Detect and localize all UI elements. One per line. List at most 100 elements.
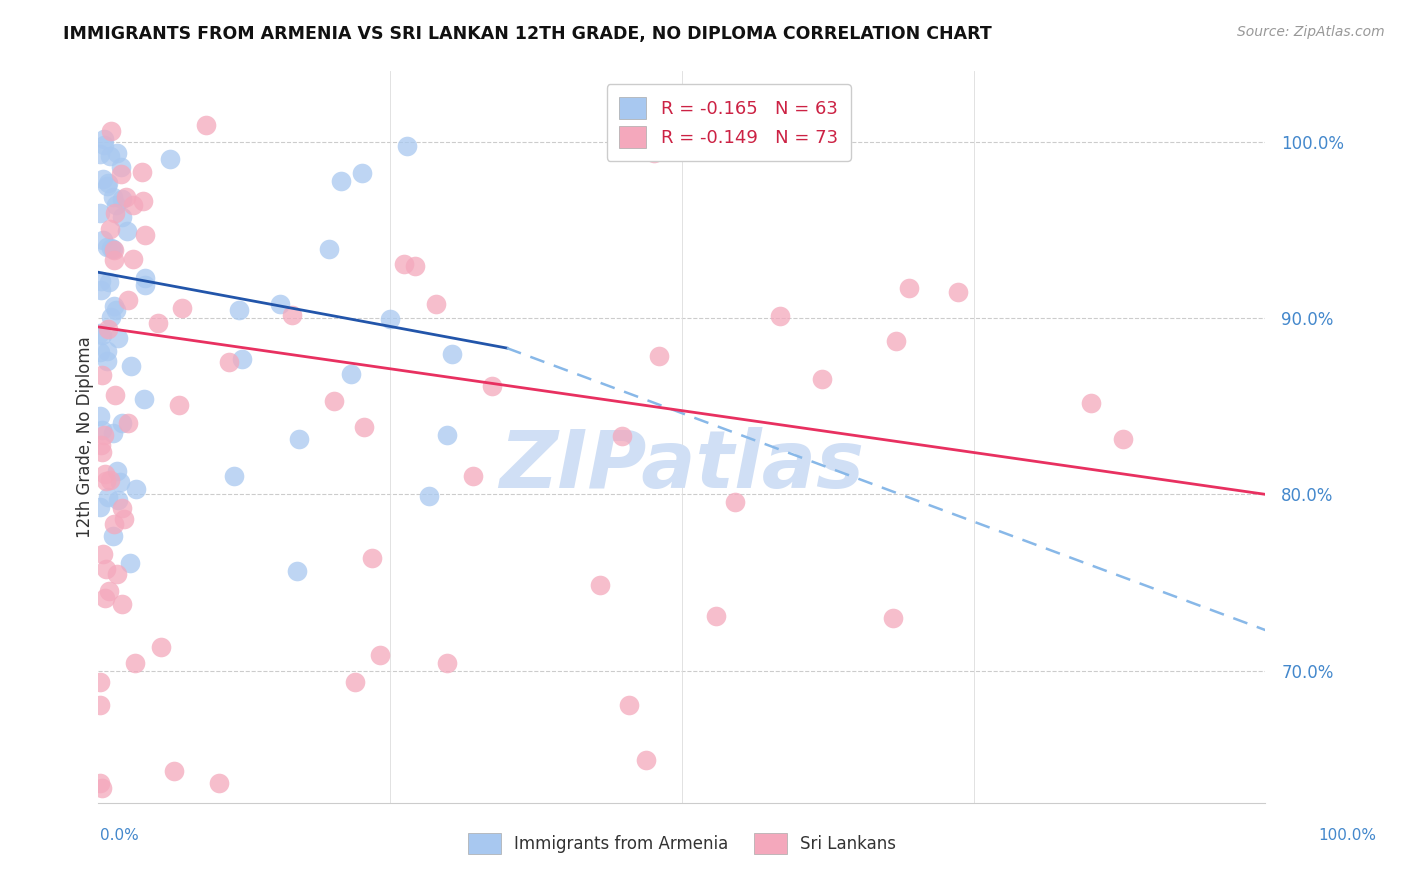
Point	[103, 243, 125, 257]
Point	[724, 495, 747, 509]
Point	[89, 206, 111, 220]
Point	[89, 345, 111, 359]
Point	[100, 241, 122, 255]
Point	[97, 490, 120, 504]
Point	[440, 347, 463, 361]
Point	[159, 152, 181, 166]
Point	[134, 228, 156, 243]
Point	[117, 293, 139, 307]
Point	[704, 609, 727, 624]
Point	[361, 551, 384, 566]
Point	[90, 780, 112, 795]
Point	[222, 469, 245, 483]
Point	[380, 312, 402, 326]
Point	[281, 308, 304, 322]
Point	[90, 284, 112, 298]
Point	[352, 166, 374, 180]
Point	[643, 146, 665, 161]
Point	[353, 419, 375, 434]
Point	[111, 501, 134, 516]
Point	[89, 698, 111, 712]
Point	[101, 242, 124, 256]
Point	[89, 674, 111, 689]
Point	[103, 252, 125, 267]
Point	[96, 354, 118, 368]
Point	[231, 351, 253, 366]
Point	[134, 271, 156, 285]
Point	[150, 640, 173, 655]
Point	[344, 675, 367, 690]
Point	[318, 242, 340, 256]
Point	[97, 275, 120, 289]
Point	[110, 160, 132, 174]
Point	[103, 517, 125, 532]
Point	[103, 190, 125, 204]
Point	[105, 567, 128, 582]
Point	[404, 259, 426, 273]
Point	[97, 176, 120, 190]
Point	[897, 281, 920, 295]
Point	[948, 285, 970, 299]
Point	[96, 474, 118, 488]
Point	[208, 775, 231, 789]
Point	[90, 368, 112, 382]
Point	[886, 334, 908, 348]
Point	[89, 146, 111, 161]
Point	[121, 197, 143, 211]
Point	[112, 512, 135, 526]
Point	[105, 197, 128, 211]
Point	[111, 192, 134, 206]
Point	[107, 493, 129, 508]
Point	[89, 326, 111, 341]
Point	[93, 137, 115, 152]
Point	[121, 252, 143, 266]
Point	[115, 224, 138, 238]
Point	[104, 206, 127, 220]
Point	[111, 210, 134, 224]
Text: ZIPatlas: ZIPatlas	[499, 427, 865, 506]
Point	[340, 367, 363, 381]
Point	[368, 648, 391, 662]
Point	[322, 394, 344, 409]
Point	[329, 173, 352, 187]
Point	[118, 556, 141, 570]
Point	[111, 597, 134, 611]
Point	[132, 194, 155, 208]
Point	[90, 327, 112, 342]
Point	[117, 416, 139, 430]
Point	[110, 475, 132, 489]
Point	[98, 149, 121, 163]
Point	[436, 657, 458, 671]
Point	[124, 482, 146, 496]
Point	[148, 316, 170, 330]
Point	[124, 656, 146, 670]
Point	[1080, 396, 1102, 410]
Point	[170, 301, 193, 316]
Point	[425, 297, 447, 311]
Point	[105, 303, 128, 318]
Point	[96, 344, 118, 359]
Point	[103, 425, 125, 440]
Point	[589, 578, 612, 592]
Point	[287, 564, 309, 578]
Point	[111, 416, 134, 430]
Point	[89, 409, 111, 424]
Point	[100, 310, 122, 325]
Point	[96, 179, 118, 194]
Point	[269, 297, 291, 311]
Point	[90, 438, 112, 452]
Text: Source: ZipAtlas.com: Source: ZipAtlas.com	[1237, 25, 1385, 39]
Point	[94, 591, 117, 606]
Point	[288, 432, 311, 446]
Point	[105, 145, 128, 160]
Point	[610, 428, 633, 442]
Point	[134, 278, 156, 293]
Point	[90, 274, 112, 288]
Text: 100.0%: 100.0%	[1317, 828, 1376, 843]
Point	[89, 776, 111, 790]
Point	[91, 547, 114, 561]
Point	[163, 764, 186, 779]
Point	[104, 388, 127, 402]
Point	[90, 444, 112, 458]
Point	[103, 299, 125, 313]
